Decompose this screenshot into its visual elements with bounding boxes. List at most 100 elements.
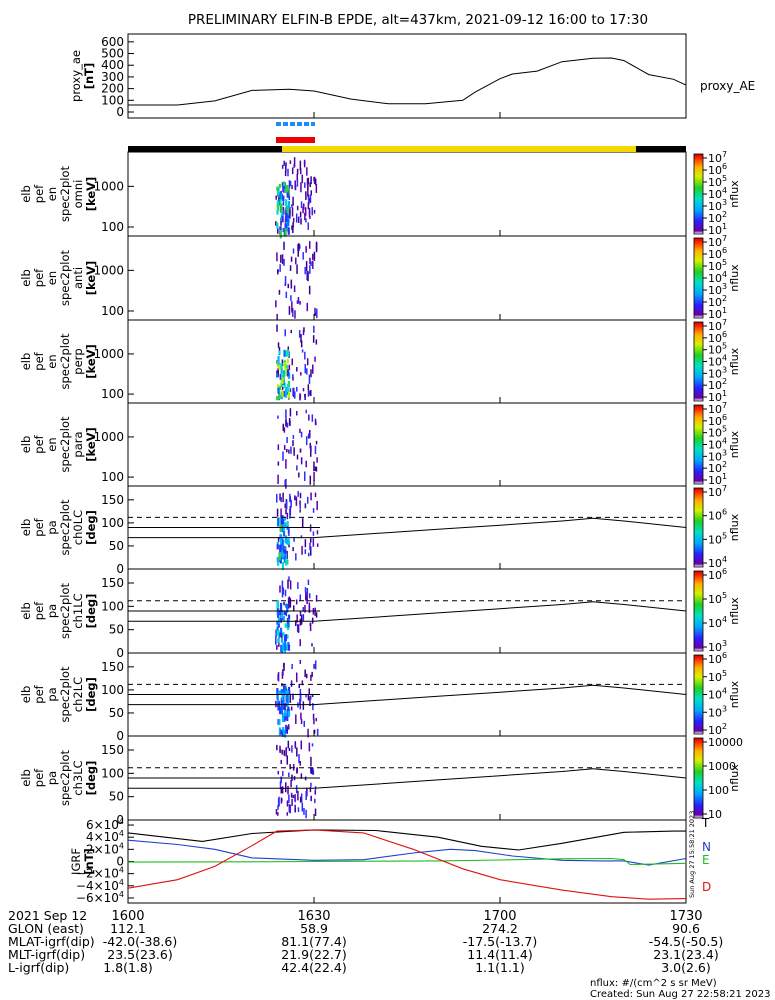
spectrogram-cell	[287, 217, 290, 226]
y-tick-label: 0	[116, 855, 124, 869]
spectrogram-cell	[275, 221, 277, 226]
spectrogram-cell	[311, 414, 314, 422]
spectrogram-cell	[297, 624, 300, 633]
colorbar-tick-label: 10000	[708, 736, 743, 749]
spectrogram-cell	[277, 387, 280, 394]
spectrogram-cell	[312, 767, 314, 775]
y-axis-label-line: en	[45, 437, 59, 451]
y-axis-label-line: spec2plot	[58, 666, 72, 723]
colorbar-label: nflux	[728, 764, 741, 792]
spectrogram-cell	[292, 388, 294, 397]
spectrogram-cell	[276, 508, 279, 517]
spectrogram-cell	[295, 599, 298, 605]
spectrogram-cell	[310, 492, 312, 501]
spectrogram-cell	[296, 747, 298, 757]
spectrogram-cell	[299, 509, 301, 513]
spectrogram-cell	[314, 798, 316, 804]
spectrogram-cell	[283, 160, 285, 166]
spectrogram-cell	[285, 610, 288, 617]
spectrogram-cell	[300, 372, 302, 376]
spectrogram-cell	[279, 524, 282, 533]
spectrogram-cell	[281, 359, 284, 367]
spectrogram-cell	[296, 173, 298, 182]
spectrogram-cell	[287, 374, 291, 379]
spectrogram-cell	[315, 595, 318, 602]
spectrogram-cell	[285, 603, 288, 608]
spectrogram-cell	[287, 641, 290, 647]
spectrogram-cell	[311, 617, 314, 624]
spectrogram-cell	[282, 195, 285, 202]
spectrogram-cell	[287, 614, 291, 620]
spectrogram-cell	[304, 669, 306, 678]
spectrogram-cell	[304, 182, 306, 188]
spectrogram-cell	[294, 391, 296, 399]
spectrogram-cell	[299, 660, 302, 664]
colorbar-label: nflux	[728, 347, 741, 375]
spectrogram-cell	[280, 759, 282, 765]
spectrogram-cell	[285, 782, 287, 793]
spectrogram-cell	[307, 695, 310, 701]
spectrogram-cell	[284, 276, 287, 286]
spectrogram-cell	[306, 496, 309, 504]
spectrogram-cell	[279, 229, 282, 239]
spectrogram-cell	[287, 708, 291, 717]
y-tick-label: −6×104	[76, 890, 124, 905]
y-tick-label: 4×104	[86, 829, 124, 844]
spectrogram-cell	[291, 301, 293, 311]
spectrogram-cell	[286, 550, 288, 560]
spectrogram-cell	[287, 227, 290, 235]
spectrogram-cell	[305, 191, 307, 201]
colorbar-tick-exponent: 3	[722, 639, 727, 648]
spectrogram-cell	[280, 797, 283, 804]
spectrogram-cell	[283, 241, 285, 250]
spectrogram-cell	[291, 745, 293, 753]
spectrogram-cell	[292, 605, 295, 612]
spectrogram-cell	[279, 544, 282, 553]
spectrogram-cell	[277, 798, 280, 807]
y-axis-label-line: pef	[32, 684, 46, 703]
mlat-value: -54.5(-50.5)	[649, 934, 723, 949]
spectrogram-cell	[280, 203, 283, 213]
spectrogram-cell	[276, 744, 278, 751]
spectrogram-cell	[289, 388, 292, 393]
spectrogram-cell	[316, 308, 318, 319]
spectrogram-cell	[281, 587, 284, 598]
y-axis-label-line: proxy_ae	[69, 50, 83, 102]
spectrogram-cell	[308, 241, 311, 249]
l-value: 42.4(22.4)	[281, 960, 346, 975]
spectrogram-cell	[289, 764, 291, 770]
spectrogram-cell	[310, 369, 312, 378]
spectrogram-cell	[314, 660, 317, 670]
spectrogram-cell	[299, 428, 301, 434]
glon-value: 274.2	[482, 921, 518, 936]
colorbar: 102 103 104 105 106 nflux	[693, 651, 741, 737]
spectrogram-cell	[292, 377, 294, 381]
spectrogram-cell	[315, 466, 318, 472]
spectrogram-cell	[286, 512, 289, 520]
spectrogram-cell	[280, 369, 283, 375]
spectrogram-cell	[279, 706, 282, 715]
proxy-ae-line	[128, 57, 687, 106]
spectrogram-cell	[315, 241, 318, 251]
spectrogram-cell	[284, 170, 287, 177]
spectrogram-cell	[279, 585, 281, 593]
loss-cone-line	[128, 768, 687, 789]
colorbar-tick-label: 105	[708, 531, 727, 546]
y-tick-label: 100	[101, 387, 124, 401]
spectrogram-cell	[299, 693, 302, 702]
spectrogram-cell	[296, 300, 299, 304]
colorbar: 10 100 1000 10000 nflux	[693, 736, 743, 821]
spectrogram-cell	[302, 206, 304, 214]
y-axis-label-line: en	[45, 354, 59, 368]
spectrogram-cell	[307, 222, 309, 230]
spectrogram-cell	[283, 555, 287, 563]
spectrogram-cell	[296, 179, 299, 187]
spectrogram-cell	[278, 289, 281, 295]
spectrogram-cell	[306, 587, 309, 596]
spectrogram-cell	[280, 254, 282, 263]
spectrogram-cell	[283, 390, 286, 397]
spectrogram-cell	[296, 454, 299, 460]
y-axis-label-line: spec2plot	[58, 416, 72, 473]
y-axis-label-line: elb	[19, 519, 33, 537]
